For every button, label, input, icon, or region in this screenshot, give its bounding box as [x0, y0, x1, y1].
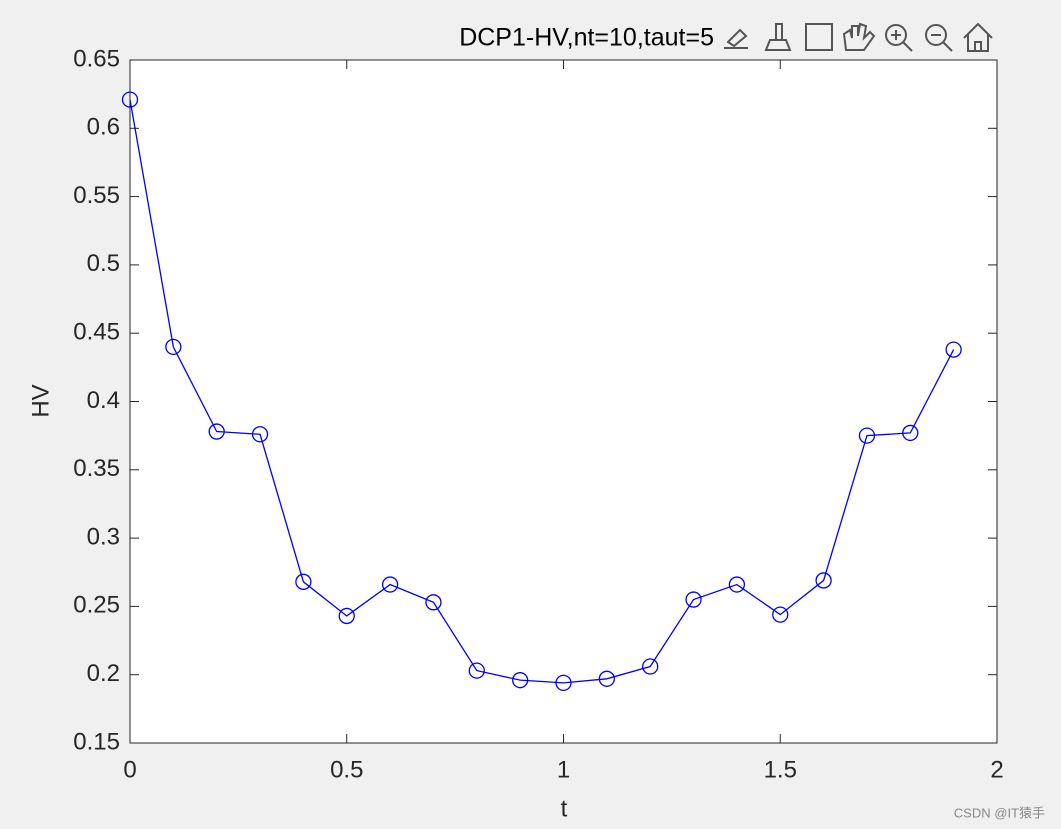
y-tick-label: 0.15 [73, 728, 120, 755]
toolbar-edit[interactable] [724, 28, 748, 49]
toolbar-zoom-in[interactable] [885, 24, 907, 46]
y-tick-label: 0.25 [73, 592, 120, 619]
marker [208, 423, 225, 440]
marker [945, 341, 962, 358]
marker [121, 91, 139, 108]
marker [598, 670, 615, 687]
x-tick-label: 0.5 [330, 756, 363, 783]
y-tick-label: 0.2 [87, 660, 120, 687]
marker [815, 572, 832, 589]
marker [555, 674, 572, 692]
toolbar-legend[interactable] [805, 23, 833, 51]
toolbar[interactable] [724, 22, 993, 52]
x-tick-label: 1.5 [764, 756, 797, 783]
x-axis-label: t [561, 795, 568, 822]
marker [425, 594, 442, 611]
marker [468, 662, 485, 679]
y-tick-label: 0.35 [73, 455, 120, 482]
toolbar-brush[interactable] [764, 23, 792, 51]
x-tick-label: 0 [123, 756, 136, 783]
y-tick-label: 0.45 [73, 319, 120, 346]
marker [295, 573, 312, 590]
y-tick-label: 0.5 [87, 250, 120, 277]
marker [772, 606, 789, 623]
marker [902, 424, 919, 442]
y-tick-label: 0.65 [73, 45, 120, 72]
toolbar-home[interactable] [963, 22, 993, 52]
marker [642, 658, 659, 675]
marker [512, 672, 529, 689]
chart-title: DCP1-HV,nt=10,taut=5 [459, 24, 714, 52]
marker [251, 426, 269, 443]
y-tick-label: 0.4 [87, 387, 120, 414]
toolbar-pan[interactable] [842, 22, 876, 51]
y-tick-label: 0.3 [87, 523, 120, 550]
y-tick-label: 0.6 [87, 114, 120, 141]
x-tick-label: 1 [557, 756, 570, 783]
plot-area [129, 59, 998, 744]
y-axis-label: HV [27, 384, 54, 417]
marker [165, 338, 182, 356]
marker [338, 607, 355, 625]
y-tick-label: 0.55 [73, 182, 120, 209]
toolbar-zoom-out[interactable] [925, 24, 947, 46]
marker [728, 576, 746, 593]
marker [858, 427, 876, 444]
line [129, 99, 955, 684]
watermark: CSDN @IT猿手 [954, 805, 1045, 820]
x-tick-label: 2 [990, 756, 1003, 783]
marker [381, 576, 399, 593]
marker [685, 591, 702, 608]
